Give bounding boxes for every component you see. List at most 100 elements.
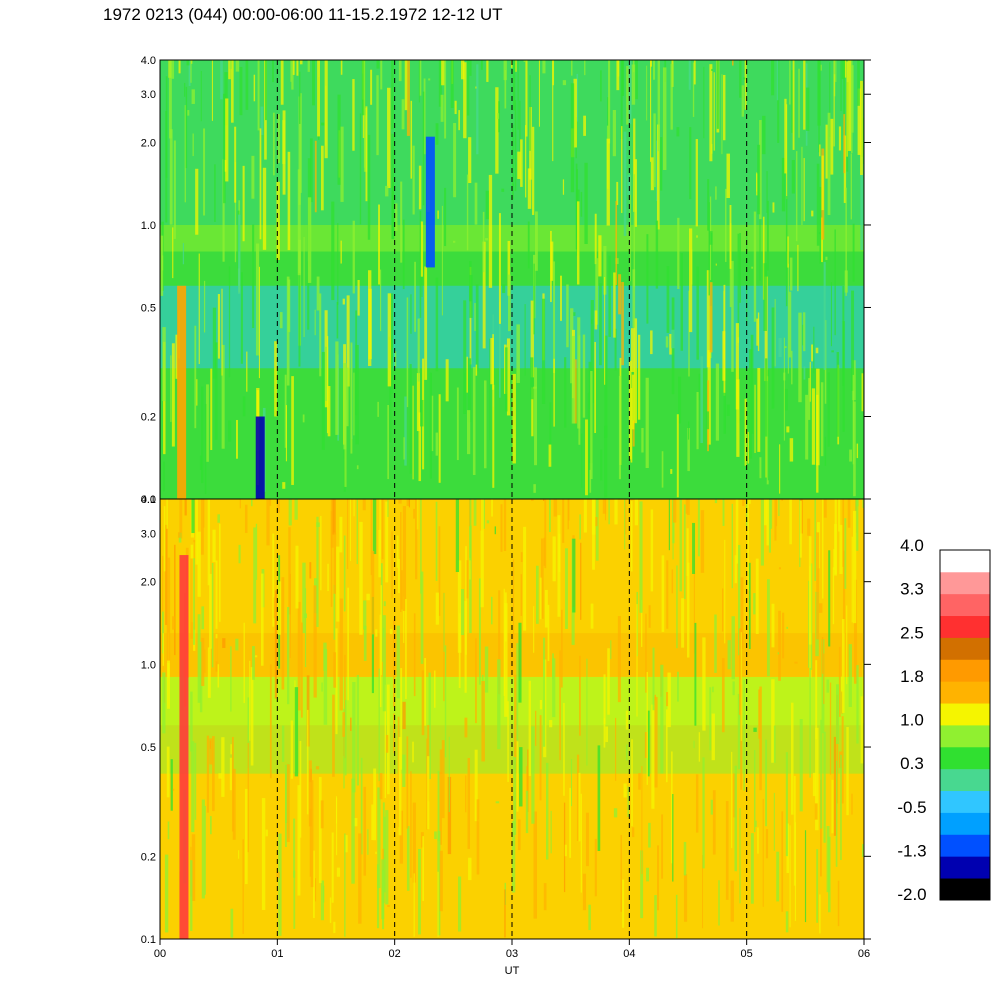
- heatmap-cell: [645, 613, 647, 693]
- heatmap-cell: [798, 312, 802, 403]
- heatmap-cell: [235, 638, 239, 651]
- heatmap-cell: [397, 716, 400, 828]
- y-tick-label: 0.2: [141, 412, 156, 424]
- heatmap-cell: [576, 73, 579, 122]
- heatmap-cell: [167, 821, 170, 840]
- heatmap-cell: [838, 646, 841, 717]
- heatmap-cell: [300, 93, 302, 193]
- heatmap-cell: [781, 811, 784, 912]
- colorbar-swatch: [940, 790, 990, 813]
- heatmap-cell: [811, 210, 814, 217]
- heatmap-cell: [201, 499, 204, 555]
- heatmap-cell: [533, 263, 535, 335]
- heatmap-cell: [418, 849, 421, 935]
- heatmap-cell: [345, 367, 349, 427]
- heatmap-cell: [787, 236, 789, 268]
- heatmap-cell: [595, 258, 599, 325]
- heatmap-cell: [641, 427, 644, 453]
- heatmap-cell: [836, 684, 840, 744]
- heatmap-cell: [320, 880, 325, 921]
- heatmap-cell: [739, 60, 742, 98]
- heatmap-cell: [803, 312, 806, 352]
- heatmap-cell: [799, 719, 803, 812]
- heatmap-cell: [718, 880, 720, 926]
- heatmap-cell: [862, 499, 864, 508]
- heatmap-cell: [206, 735, 210, 813]
- heatmap-cell: [712, 790, 716, 855]
- heatmap-cell: [413, 873, 415, 937]
- heatmap-cell: [709, 687, 712, 751]
- heatmap-cell: [191, 834, 196, 901]
- heatmap-cell: [743, 679, 745, 791]
- heatmap-cell: [542, 60, 546, 74]
- heatmap-cell: [778, 338, 782, 358]
- heatmap-cell: [340, 240, 342, 264]
- heatmap-cell: [466, 560, 469, 599]
- heatmap-cell: [573, 312, 576, 316]
- heatmap-cell: [766, 579, 770, 677]
- heatmap-cell: [323, 885, 325, 903]
- heatmap-cell: [335, 796, 338, 824]
- heatmap-cell: [333, 532, 337, 594]
- heatmap-cell: [296, 60, 299, 76]
- heatmap-cell: [504, 69, 507, 109]
- heatmap-cell: [441, 205, 443, 316]
- heatmap-cell: [767, 369, 770, 481]
- heatmap-cell: [744, 60, 747, 110]
- heatmap-cell: [828, 550, 831, 647]
- heatmap-cell: [239, 499, 241, 509]
- heatmap-cell: [438, 394, 441, 483]
- heatmap-cell: [569, 787, 572, 858]
- heatmap-cell: [833, 548, 835, 570]
- heatmap-cell: [380, 60, 383, 90]
- heatmap-cell: [416, 373, 420, 432]
- heatmap-cell: [634, 60, 638, 100]
- colorbar-label: -1.3: [897, 841, 926, 860]
- heatmap-cell: [320, 800, 324, 829]
- heatmap-cell: [427, 756, 430, 830]
- heatmap-cell: [517, 151, 521, 180]
- heatmap-cell: [683, 841, 687, 876]
- heatmap-cell: [855, 499, 859, 551]
- heatmap-cell: [232, 768, 236, 840]
- colorbar-label: 3.3: [900, 580, 924, 599]
- heatmap-cell: [352, 681, 356, 793]
- heatmap-cell: [209, 738, 213, 765]
- heatmap-streak: [179, 555, 189, 939]
- heatmap-cell: [440, 94, 444, 122]
- heatmap-cell: [759, 457, 762, 479]
- heatmap-cell: [757, 312, 760, 352]
- heatmap-cell: [539, 577, 542, 620]
- heatmap-cell: [623, 783, 627, 798]
- heatmap-cell: [791, 160, 795, 194]
- heatmap-cell: [637, 334, 641, 420]
- heatmap-cell: [847, 499, 851, 528]
- heatmap-cell: [517, 819, 521, 851]
- heatmap-cell: [383, 816, 386, 893]
- heatmap-cell: [552, 536, 556, 582]
- heatmap-cell: [406, 736, 409, 829]
- heatmap-cell: [527, 221, 530, 269]
- heatmap-cell: [788, 291, 792, 358]
- colorbar-label: 2.5: [900, 623, 924, 642]
- heatmap-cell: [265, 829, 268, 837]
- heatmap-cell: [665, 336, 669, 348]
- heatmap-cell: [754, 384, 756, 453]
- heatmap-cell: [711, 68, 713, 71]
- heatmap-cell: [685, 499, 688, 514]
- heatmap-cell: [512, 60, 516, 111]
- heatmap-cell: [260, 106, 264, 135]
- heatmap-cell: [171, 343, 175, 447]
- heatmap-cell: [819, 144, 821, 157]
- heatmap-cell: [594, 341, 596, 434]
- heatmap-cell: [747, 499, 751, 504]
- heatmap-cell: [621, 126, 623, 214]
- heatmap-cell: [583, 115, 587, 136]
- heatmap-cell: [814, 803, 818, 820]
- heatmap-cell: [525, 790, 529, 834]
- heatmap-cell: [661, 814, 664, 879]
- heatmap-cell: [723, 284, 726, 396]
- heatmap-cell: [757, 827, 759, 854]
- heatmap-cell: [789, 438, 794, 462]
